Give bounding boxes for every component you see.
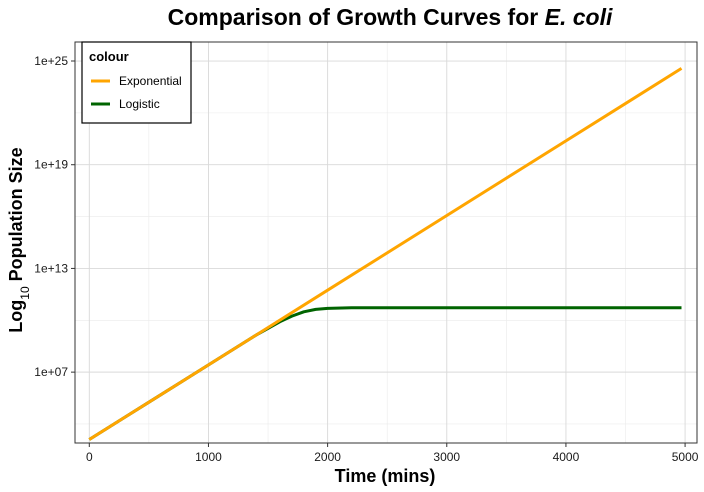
- chart-title-main: Comparison of Growth Curves for: [168, 4, 539, 30]
- series-lines: [88, 67, 683, 441]
- x-tick-label: 1000: [195, 450, 222, 464]
- legend-label-exponential: Exponential: [119, 74, 182, 88]
- y-tick-label: 1e+07: [34, 365, 68, 379]
- series-line-logistic: [88, 306, 682, 441]
- y-tick-label: 1e+13: [34, 261, 68, 275]
- x-tick-label: 4000: [553, 450, 580, 464]
- minor-gridlines: [75, 42, 697, 443]
- legend-label-logistic: Logistic: [119, 97, 160, 111]
- y-axis: 1e+07 1e+13 1e+19 1e+25: [34, 54, 75, 379]
- y-axis-title: Log10 Population Size: [6, 147, 32, 332]
- series-line-exponential: [88, 67, 683, 441]
- y-axis-title-rest: Population Size: [6, 147, 26, 286]
- x-tick-label: 5000: [672, 450, 699, 464]
- y-axis-title-log: Log: [6, 300, 26, 333]
- y-tick-label: 1e+19: [34, 158, 68, 172]
- legend-title: colour: [89, 49, 129, 64]
- x-axis: 0 1000 2000 3000 4000 5000: [86, 443, 699, 464]
- x-tick-label: 0: [86, 450, 93, 464]
- chart-title-italic: E. coli: [545, 4, 613, 30]
- y-tick-label: 1e+25: [34, 54, 68, 68]
- x-tick-label: 3000: [433, 450, 460, 464]
- legend: colour Exponential Logistic: [81, 41, 192, 124]
- x-tick-label: 2000: [314, 450, 341, 464]
- y-axis-title-subscript: 10: [18, 286, 32, 300]
- plot-panel-border: [74, 41, 698, 444]
- legend-items: Exponential Logistic: [91, 74, 182, 111]
- x-axis-title: Time (mins): [335, 466, 436, 486]
- chart-title: Comparison of Growth Curves for E. coli: [168, 4, 613, 30]
